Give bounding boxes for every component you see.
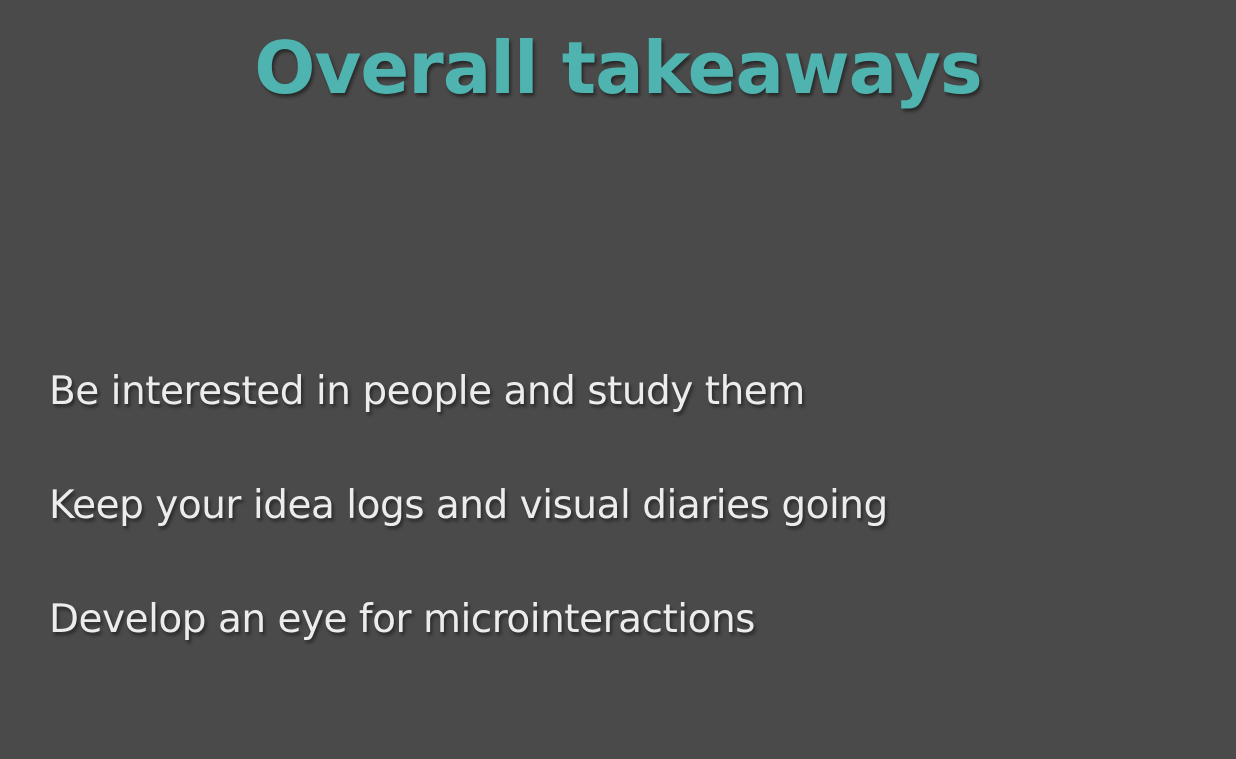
slide-title: Overall takeaways bbox=[254, 26, 983, 110]
takeaways-list: Be interested in people and study them K… bbox=[49, 364, 888, 706]
takeaway-item: Keep your idea logs and visual diaries g… bbox=[49, 483, 888, 528]
takeaway-item: Develop an eye for microinteractions bbox=[49, 597, 755, 642]
takeaway-item: Be interested in people and study them bbox=[49, 369, 805, 414]
